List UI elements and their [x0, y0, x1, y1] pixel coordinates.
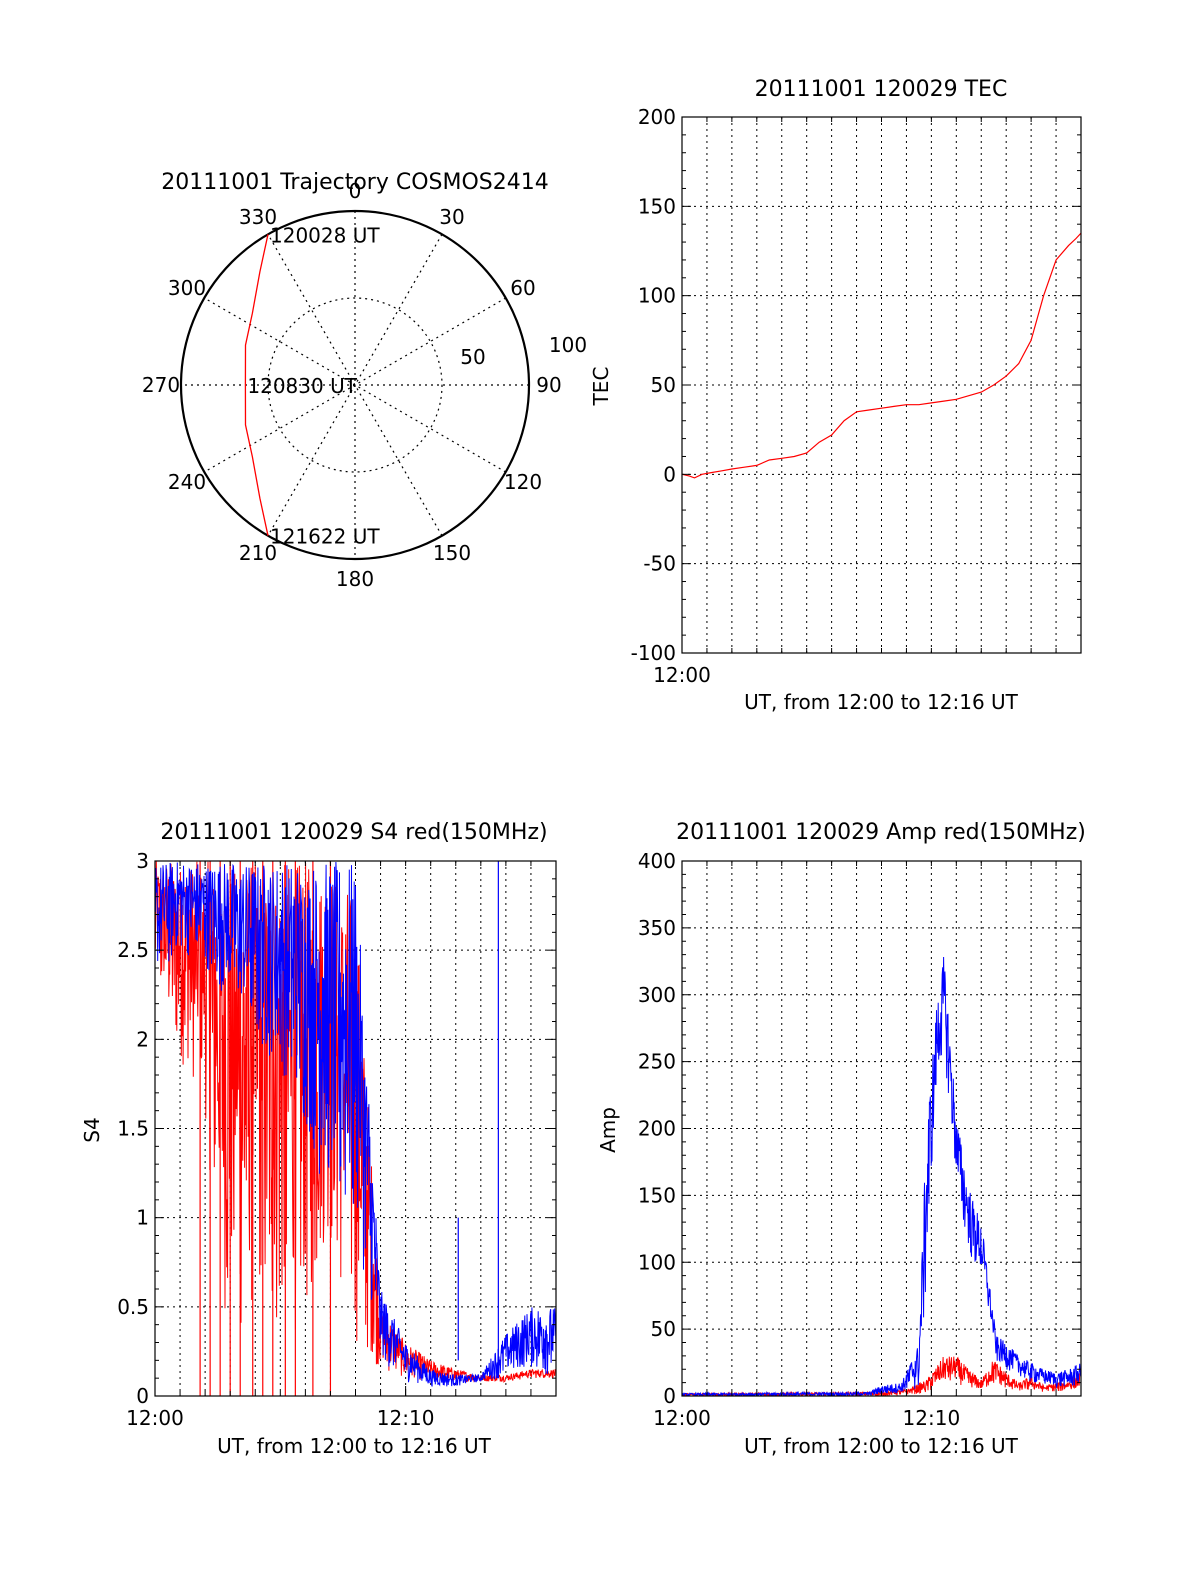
y-axis-label: S4	[80, 1117, 104, 1142]
y-tick-label: 50	[651, 373, 676, 397]
inner-ring	[267, 297, 443, 473]
trajectory-line	[244, 234, 269, 536]
y-tick-label: 400	[638, 849, 676, 873]
series	[682, 232, 1081, 479]
blue-series-line	[155, 861, 556, 1387]
x-axis: 12:00 12:10	[653, 861, 1057, 1430]
y-tick-label: 0.5	[117, 1295, 149, 1319]
y-tick-label: 2	[136, 1027, 149, 1051]
y-tick-label: 1.5	[117, 1117, 149, 1141]
chart-title: 20111001 120029 S4 red(150MHz)	[160, 820, 547, 845]
blue-series-line	[682, 956, 1081, 1396]
x-axis-label: UT, from 12:00 to 12:16 UT	[217, 1434, 492, 1458]
y-tick-label: 0	[136, 1384, 149, 1408]
red-series-line	[682, 232, 1081, 479]
x-tick-label: 12:00	[653, 663, 711, 687]
y-tick-label: 100	[638, 284, 676, 308]
y-tick-label: 350	[638, 916, 676, 940]
angle-label: 330	[239, 205, 277, 229]
angle-label: 30	[439, 205, 464, 229]
x-axis: 12:00 12:10	[126, 861, 532, 1430]
angle-label: 90	[536, 373, 561, 397]
angle-label: 0	[349, 179, 362, 203]
y-axis-label: Amp	[596, 1107, 620, 1153]
angle-label: 150	[433, 541, 471, 565]
trajectory-time-annotation: 121622 UT	[270, 525, 380, 549]
y-tick-label: 250	[638, 1050, 676, 1074]
x-tick-label: 12:00	[126, 1406, 184, 1430]
polar-angle-labels: 0 30 60 90 120 150 180 210 240 270 300 330 50 100	[142, 179, 587, 591]
chart-title: 20111001 120029 TEC	[755, 77, 1008, 102]
radial-grid-line	[267, 234, 443, 536]
trajectory-polar-chart: 20111001 Trajectory COSMOS2414 0 30 60 90 12…	[142, 170, 587, 591]
x-tick-label: 12:00	[653, 1406, 711, 1430]
angle-label: 120	[504, 470, 542, 494]
series	[155, 861, 556, 1396]
x-tick-label: 12:10	[377, 1406, 435, 1430]
chart-title: 20111001 120029 Amp red(150MHz)	[676, 820, 1086, 845]
grid	[682, 117, 1081, 653]
trajectory-time-annotation: 120830 UT	[247, 374, 357, 398]
y-tick-label: 200	[638, 105, 676, 129]
polar-series	[244, 234, 269, 536]
angle-label: 210	[239, 541, 277, 565]
polar-annotations: 120028 UT 120830 UT 121622 UT	[247, 223, 380, 548]
y-tick-label: 0	[663, 1384, 676, 1408]
y-axis-label: TEC	[589, 367, 613, 407]
y-axis: -100 -50 0 50 100 150 200	[631, 105, 1081, 665]
y-tick-label: 0	[663, 462, 676, 486]
angle-label: 240	[168, 470, 206, 494]
radius-label: 50	[460, 345, 485, 369]
s4-chart: 20111001 120029 S4 red(150MHz) UT, from …	[80, 820, 557, 1458]
chart-title: 20111001 Trajectory COSMOS2414	[161, 170, 548, 195]
y-tick-label: 3	[136, 849, 149, 873]
y-tick-label: 50	[651, 1317, 676, 1341]
y-tick-label: 100	[638, 1250, 676, 1274]
radius-label: 100	[549, 333, 587, 357]
y-tick-label: 300	[638, 983, 676, 1007]
y-axis: 0 50 100 150 200 250 300 350 400	[638, 849, 1081, 1408]
amp-chart: 20111001 120029 Amp red(150MHz) UT, from…	[596, 820, 1086, 1458]
angle-label: 270	[142, 373, 180, 397]
tec-chart: 20111001 120029 TEC UT, from 12:00 to 12…	[589, 77, 1082, 714]
y-tick-label: 150	[638, 194, 676, 218]
x-axis-label: UT, from 12:00 to 12:16 UT	[744, 1434, 1019, 1458]
polar-grid	[179, 209, 531, 561]
y-tick-label: 2.5	[117, 938, 149, 962]
x-axis: 12:00	[653, 117, 1057, 687]
angle-label: 300	[168, 276, 206, 300]
grid	[682, 861, 1081, 1396]
angle-label: 180	[336, 567, 374, 591]
x-axis-label: UT, from 12:00 to 12:16 UT	[744, 690, 1019, 714]
y-tick-label: -100	[631, 641, 676, 665]
y-tick-label: 200	[638, 1117, 676, 1141]
y-axis: 0 0.5 1 1.5 2 2.5 3	[117, 849, 556, 1408]
y-tick-label: 1	[136, 1206, 149, 1230]
x-tick-label: 12:10	[903, 1406, 961, 1430]
trajectory-time-annotation: 120028 UT	[270, 223, 380, 247]
y-tick-label: 150	[638, 1183, 676, 1207]
angle-label: 60	[510, 276, 535, 300]
y-tick-label: -50	[643, 552, 676, 576]
